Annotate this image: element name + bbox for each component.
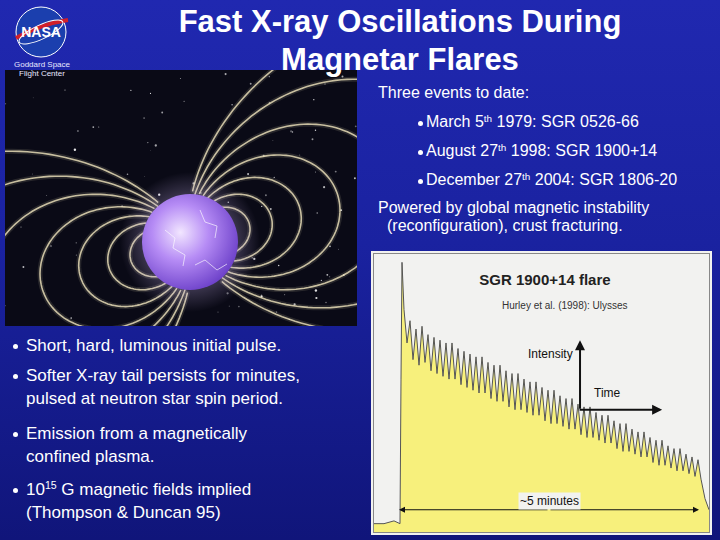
html-text:Three events to date:: Three events to date: bbox=[378, 84, 530, 101]
svg-text:Intensity: Intensity bbox=[528, 347, 573, 361]
html-text:(Thompson & Duncan 95): (Thompson & Duncan 95) bbox=[26, 503, 221, 522]
html-text:Softer X-ray tail persists for: Softer X-ray tail persists for minutes, bbox=[26, 366, 300, 385]
html-text:March 5th1979: SGR 0526-66: March 5th1979: SGR 0526-66 bbox=[426, 112, 639, 130]
html-text:Magnetar Flares: Magnetar Flares bbox=[281, 42, 519, 77]
html-text:pulsed at neutron star spin pe: pulsed at neutron star spin period. bbox=[26, 389, 284, 408]
svg-text:SGR 1900+14 flare: SGR 1900+14 flare bbox=[479, 271, 610, 288]
html-text:December 27th2004: SGR 1806-20: December 27th2004: SGR 1806-20 bbox=[426, 170, 678, 188]
html-text:Goddard Space: Goddard Space bbox=[14, 60, 70, 69]
html-text:confined plasma.: confined plasma. bbox=[26, 447, 155, 466]
html-text:August 27th1998: SGR 1900+14: August 27th1998: SGR 1900+14 bbox=[426, 141, 658, 159]
html-text:Flight Center: Flight Center bbox=[19, 69, 65, 78]
html-text:Emission from a magnetically: Emission from a magnetically bbox=[26, 424, 248, 443]
svg-text:Hurley et al. (1998): Ulysses: Hurley et al. (1998): Ulysses bbox=[502, 300, 628, 311]
html-text:Powered by global magnetic ins: Powered by global magnetic instability bbox=[378, 199, 650, 216]
html-text:15G magnetic fields implied: 15G magnetic fields implied bbox=[44, 479, 252, 499]
html-text:(reconfiguration), crust fract: (reconfiguration), crust fracturing. bbox=[387, 217, 623, 234]
html-text:Fast X-ray Oscillations During: Fast X-ray Oscillations During bbox=[178, 4, 622, 39]
svg-text:Time: Time bbox=[594, 386, 621, 400]
html-text:10: 10 bbox=[26, 480, 45, 499]
svg-text:NASA: NASA bbox=[21, 24, 61, 40]
svg-text:~5 minutes: ~5 minutes bbox=[520, 494, 579, 508]
html-text:Short, hard, luminous initial: Short, hard, luminous initial pulse. bbox=[26, 336, 282, 355]
